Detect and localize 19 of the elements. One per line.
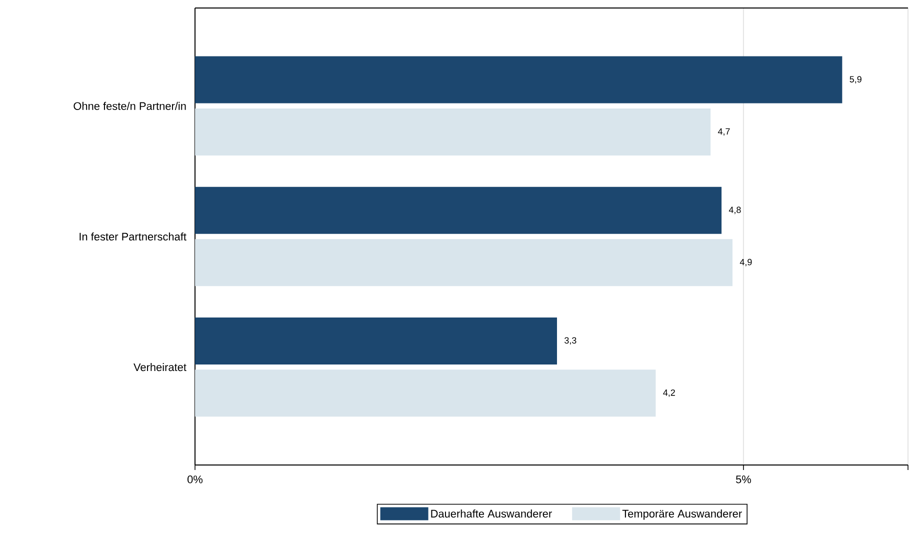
bar bbox=[195, 108, 711, 156]
bar bbox=[195, 317, 557, 364]
y-tick-label: Ohne feste/n Partner/in bbox=[74, 102, 186, 110]
data-label: 4,9 bbox=[740, 258, 752, 266]
y-tick-label: Verheiratet bbox=[134, 363, 186, 372]
bar bbox=[195, 370, 656, 417]
data-label: 4,8 bbox=[728, 206, 741, 214]
data-label: 4,7 bbox=[718, 128, 730, 136]
legend-label: Dauerhafte Auswanderer bbox=[431, 510, 552, 518]
data-label: 3,3 bbox=[564, 337, 576, 345]
x-tick-label: 5% bbox=[736, 476, 751, 484]
bar bbox=[195, 239, 732, 286]
data-label: 5,9 bbox=[850, 76, 862, 84]
y-tick-label: In fester Partnerschaft bbox=[80, 232, 186, 241]
data-label: 4,2 bbox=[663, 389, 675, 397]
x-tick-label: 0% bbox=[188, 476, 203, 484]
legend-label: Temporäre Auswanderer bbox=[622, 510, 742, 520]
bar bbox=[195, 56, 842, 104]
bar bbox=[195, 186, 722, 234]
